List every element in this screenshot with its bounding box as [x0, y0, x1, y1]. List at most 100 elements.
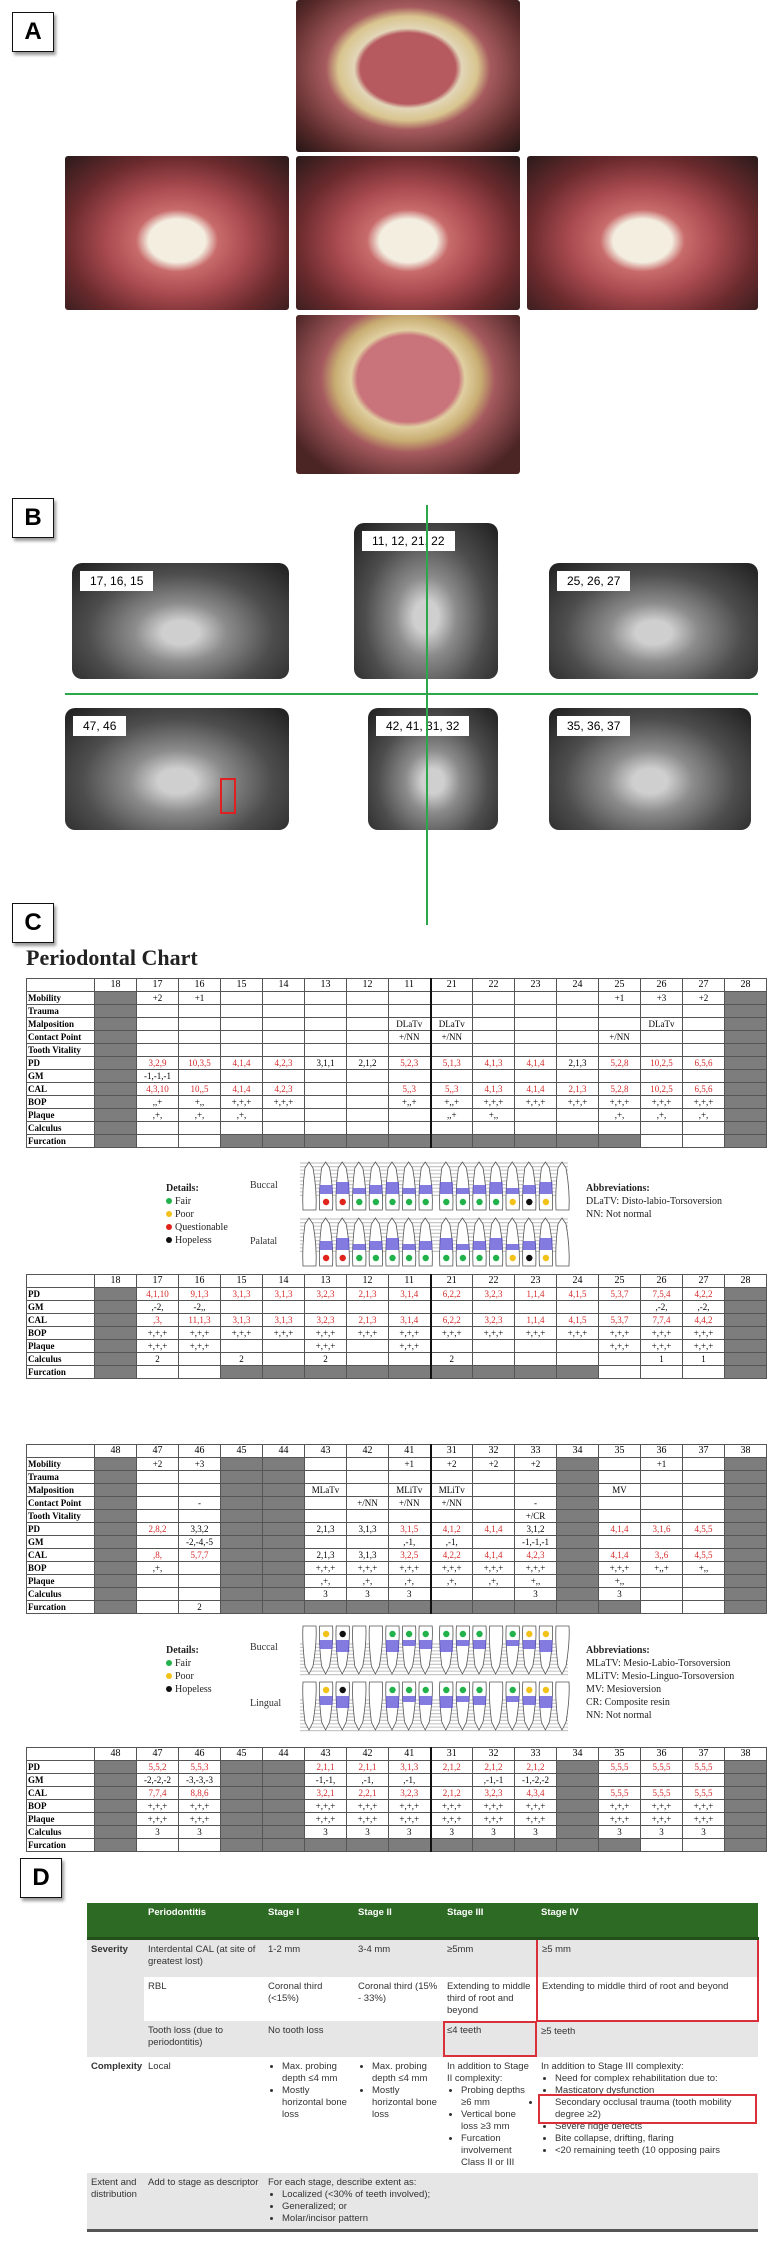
bone-loss-area	[473, 1640, 486, 1649]
site-values: 3,2,3	[472, 1313, 515, 1327]
tooth	[302, 1681, 317, 1731]
site-values: +,+,+	[220, 1326, 263, 1340]
site-values	[472, 1300, 515, 1314]
tooth-number: 37	[682, 1747, 725, 1761]
tooth-cell: +/NN	[346, 1496, 389, 1510]
site-values: 10,2,5	[640, 1056, 683, 1070]
tooth-cell	[429, 1587, 473, 1601]
tooth	[368, 1625, 383, 1675]
tooth-cell: 3	[136, 1825, 179, 1839]
site-values: +,+,+	[429, 1326, 473, 1340]
site-values: +,+,+	[682, 1812, 725, 1826]
tooth-number: 24	[556, 1274, 599, 1288]
tooth-number: 35	[598, 1747, 641, 1761]
tooth-cell	[556, 1496, 599, 1510]
tooth-number: 32	[472, 1444, 515, 1458]
cell: For each stage, describe extent as:Local…	[264, 2172, 758, 2232]
tooth-number: 16	[178, 978, 221, 992]
site-values: +,+,+	[598, 1095, 641, 1109]
site-values: +,+,+	[556, 1095, 599, 1109]
site-cell	[220, 1548, 263, 1562]
row-label: PD	[26, 1056, 95, 1070]
bullet: Probing depths ≥6 mm	[461, 2085, 533, 2109]
site-cell	[724, 1812, 767, 1826]
abbreviation-item: CR: Composite resin	[586, 1697, 670, 1708]
legend-label: Questionable	[175, 1222, 228, 1233]
abbreviations-title: Abbreviations:	[586, 1183, 650, 1194]
site-values	[388, 1300, 431, 1314]
prognosis-dot-yellow	[542, 1630, 550, 1638]
photo-frontal	[296, 156, 520, 310]
site-values	[178, 1561, 221, 1575]
tooth-outline	[401, 1681, 417, 1731]
tooth-cell: 3	[514, 1587, 557, 1601]
tooth-cell	[220, 1134, 263, 1148]
tooth-number: 13	[304, 978, 347, 992]
tooth-cell	[262, 1600, 305, 1614]
header-cell: Stage I	[264, 1903, 354, 1940]
prognosis-dot-yellow	[542, 1198, 550, 1206]
site-values	[472, 1339, 515, 1353]
tooth-cell	[724, 1509, 767, 1523]
site-values: +,+,+	[346, 1812, 389, 1826]
tooth-outline	[352, 1625, 367, 1675]
bullet: Bite collapse, drifting, flaring	[555, 2133, 754, 2145]
prognosis-dot-green	[509, 1630, 516, 1638]
row-contact-point: Contact Point - +/NN +/NN +/NN -	[26, 1496, 767, 1510]
tooth-cell	[472, 1587, 515, 1601]
tooth-cell	[94, 1134, 137, 1148]
tooth-cell	[472, 1838, 515, 1852]
tooth-number: 38	[724, 1444, 767, 1458]
site-values: 2,8,2	[136, 1522, 179, 1536]
site-values: +,+,+	[640, 1326, 683, 1340]
tooth-cell	[472, 1017, 515, 1031]
site-values: 3,,6	[640, 1548, 683, 1562]
row-gm: GM -1,-1,-1	[26, 1069, 767, 1083]
site-values: +,,+	[640, 1561, 683, 1575]
header-cell: Stage II	[354, 1903, 443, 1940]
tooth-cell	[262, 1457, 305, 1471]
row-pd: PD 2,8,2 3,3,2 2,1,3 3,1,3 3,1,5 4,1,2 4,1,4 3,1…	[26, 1522, 767, 1536]
tooth-number: 28	[724, 1274, 767, 1288]
tooth-cell: MLaTv	[304, 1483, 347, 1497]
tooth	[555, 1681, 570, 1731]
bone-loss-area	[319, 1241, 333, 1250]
row-plaque: Plaque ,+, ,+, ,+, ,+, ,+, +,, +,,	[26, 1574, 767, 1588]
site-values: 3,1,4	[388, 1287, 431, 1301]
tooth-cell	[640, 1365, 683, 1379]
site-values	[598, 1535, 641, 1549]
site-values: 4,5,5	[682, 1522, 725, 1536]
row-pd: PD 4,1,10 9,1,3 3,1,3 3,1,3 3,2,3 2,1,3 3,1,4 6,…	[26, 1287, 767, 1301]
site-cell	[94, 1056, 137, 1070]
tooth-cell	[220, 1838, 263, 1852]
tooth-cell	[724, 991, 767, 1005]
panel-label-b: B	[12, 498, 54, 538]
site-values: 6,5,6	[682, 1056, 725, 1070]
site-cell	[94, 1561, 137, 1575]
site-cell	[94, 1082, 137, 1096]
tooth-outline	[555, 1217, 570, 1267]
tooth-cell	[429, 1121, 473, 1135]
site-values: 5,5,5	[598, 1786, 641, 1800]
tooth-number-row: 48 47 46 45 44 43 42 41 31 32 33 34 35 36 37 38	[26, 1747, 767, 1761]
site-values: 3,3,2	[178, 1522, 221, 1536]
row-tooth-vitality: Tooth Vitality +/CR	[26, 1509, 767, 1523]
tooth-cell	[136, 1030, 179, 1044]
bone-loss-area	[419, 1185, 433, 1194]
row-bop: BOP +,+,+ +,+,+ +,+,+ +,+,+ +,+,+ +,+,+ +,+,+ +,…	[26, 1326, 767, 1340]
site-values: +,+,+	[640, 1339, 683, 1353]
bone-loss-area	[522, 1640, 536, 1649]
tooth-cell	[724, 1496, 767, 1510]
site-values: +,+,+	[640, 1812, 683, 1826]
tooth-number: 38	[724, 1747, 767, 1761]
site-cell	[724, 1773, 767, 1787]
site-values: +,+,+	[220, 1095, 263, 1109]
tooth-number: 22	[472, 1274, 515, 1288]
tooth	[368, 1681, 383, 1731]
site-values: +,+,+	[472, 1095, 515, 1109]
prognosis-dot-green	[509, 1686, 516, 1694]
site-cell	[94, 1287, 137, 1301]
site-cell	[724, 1056, 767, 1070]
bone-loss-area	[352, 1188, 366, 1194]
tooth-cell	[724, 1600, 767, 1614]
